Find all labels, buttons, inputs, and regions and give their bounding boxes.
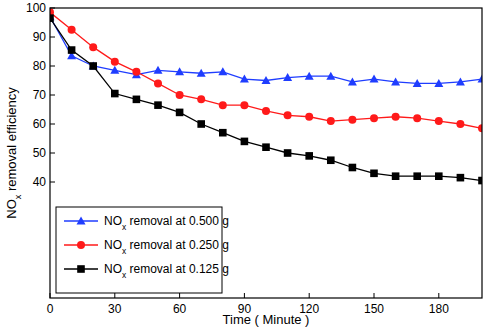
marker — [305, 72, 314, 80]
marker — [197, 69, 206, 77]
legend: NOx removal at 0.500 g NOx removal at 0.2… — [56, 207, 229, 293]
marker — [240, 101, 248, 109]
marker — [456, 77, 465, 85]
text-rest: removal efficiency — [4, 87, 19, 195]
marker — [218, 67, 227, 75]
legend-label: NOx removal at 0.125 g — [104, 262, 229, 280]
marker — [68, 26, 76, 34]
marker — [262, 107, 270, 115]
x-axis-label: Time ( Minute ) — [223, 312, 310, 327]
marker — [111, 58, 119, 66]
marker — [262, 143, 270, 151]
y-tick — [50, 95, 55, 96]
marker — [392, 113, 400, 121]
marker — [349, 164, 357, 172]
marker — [391, 77, 400, 85]
marker — [77, 265, 85, 273]
y-tick-label: 70 — [33, 88, 47, 102]
marker — [457, 174, 465, 182]
text-rest: removal at 0.500 g — [126, 214, 229, 228]
marker — [370, 114, 378, 122]
marker — [456, 120, 464, 128]
marker — [240, 75, 249, 83]
series-line — [50, 18, 482, 180]
marker — [305, 113, 313, 121]
x-tick-label: 180 — [429, 302, 449, 316]
marker — [327, 117, 335, 125]
marker — [348, 116, 356, 124]
series-line — [50, 12, 482, 128]
marker — [326, 72, 335, 80]
marker — [77, 241, 85, 249]
marker — [413, 79, 422, 87]
marker — [197, 95, 205, 103]
x-tick-label: 30 — [108, 302, 122, 316]
marker — [219, 101, 227, 109]
y-tick — [50, 153, 55, 154]
marker — [392, 172, 400, 180]
text-rest: removal at 0.250 g — [126, 238, 229, 252]
marker — [176, 109, 184, 117]
y-tick — [50, 182, 55, 183]
plot-area — [50, 8, 482, 184]
marker — [154, 79, 162, 87]
marker — [133, 96, 141, 104]
y-tick-label: 90 — [33, 30, 47, 44]
marker — [284, 149, 292, 157]
x-tick — [438, 293, 439, 298]
marker — [478, 75, 483, 83]
text-rest: removal at 0.125 g — [126, 262, 229, 276]
marker — [370, 75, 379, 83]
y-tick-label: 50 — [33, 146, 47, 160]
marker — [176, 91, 184, 99]
marker — [370, 170, 378, 178]
marker — [283, 73, 292, 81]
y-tick — [50, 66, 55, 67]
x-tick-label: 0 — [47, 302, 54, 316]
marker — [305, 152, 313, 160]
marker — [197, 120, 205, 128]
marker — [435, 172, 443, 180]
legend-label: NOx removal at 0.250 g — [104, 238, 229, 256]
x-tick — [114, 293, 115, 298]
marker — [175, 67, 184, 75]
x-tick — [244, 293, 245, 298]
x-tick — [309, 293, 310, 298]
marker — [284, 111, 292, 119]
y-tick-label: 100 — [26, 1, 46, 15]
marker — [154, 101, 162, 109]
marker — [262, 76, 271, 84]
marker — [89, 62, 97, 70]
marker — [111, 90, 119, 98]
y-tick-label: 80 — [33, 59, 47, 73]
y-axis-label: NOx removal efficiency — [4, 87, 23, 219]
y-tick-label: 60 — [33, 117, 47, 131]
x-tick — [179, 293, 180, 298]
chart: 0306090120150180405060708090100Time ( Mi… — [0, 0, 485, 332]
plot-frame — [50, 8, 482, 298]
x-tick-label: 150 — [364, 302, 384, 316]
marker — [110, 66, 119, 74]
marker — [132, 68, 140, 76]
marker — [154, 66, 163, 74]
x-tick-label: 60 — [173, 302, 187, 316]
marker — [327, 156, 335, 164]
marker — [435, 117, 443, 125]
marker — [219, 129, 227, 137]
marker — [434, 79, 443, 87]
marker — [413, 172, 421, 180]
y-tick — [50, 37, 55, 38]
y-tick — [50, 124, 55, 125]
y-tick-label: 40 — [33, 175, 47, 189]
marker — [68, 46, 76, 54]
x-tick — [374, 293, 375, 298]
marker — [89, 43, 97, 51]
marker — [89, 62, 98, 70]
marker — [77, 217, 86, 225]
series-line — [50, 17, 482, 84]
marker — [413, 114, 421, 122]
marker — [348, 77, 357, 85]
legend-label: NOx removal at 0.500 g — [104, 214, 229, 232]
marker — [241, 138, 249, 146]
